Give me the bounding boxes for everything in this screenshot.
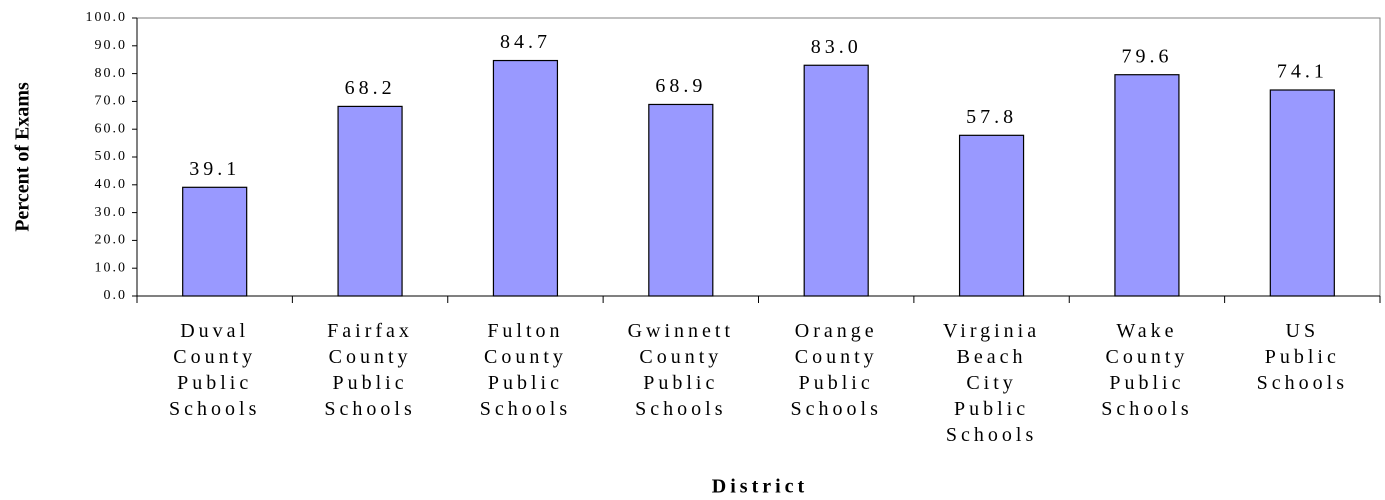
data-label: 79.6 bbox=[1121, 45, 1172, 67]
bar bbox=[958, 134, 1025, 297]
bar bbox=[803, 64, 869, 297]
x-tick-label: Fairfax County Public Schools bbox=[324, 320, 416, 420]
bar bbox=[492, 59, 559, 297]
y-tick-label: 60.0 bbox=[95, 121, 128, 136]
data-label: 39.1 bbox=[189, 158, 240, 180]
x-tick-label: Fulton County Public Schools bbox=[479, 320, 572, 420]
y-tick-label: 70.0 bbox=[95, 94, 128, 109]
data-label: 68.9 bbox=[655, 75, 706, 97]
y-tick-label: 80.0 bbox=[95, 66, 128, 81]
bar bbox=[337, 105, 403, 297]
y-tick-label: 40.0 bbox=[95, 177, 128, 192]
data-label: 74.1 bbox=[1277, 61, 1328, 83]
y-tick-label: 10.0 bbox=[95, 260, 128, 275]
x-tick-label: Virginia Beach City Public Schools bbox=[943, 320, 1041, 446]
y-tick-label: 50.0 bbox=[95, 149, 128, 164]
bar bbox=[1269, 89, 1335, 297]
data-label: 84.7 bbox=[500, 31, 551, 53]
x-tick-label: Duval County Public Schools bbox=[169, 320, 261, 420]
y-tick-label: 30.0 bbox=[95, 205, 128, 220]
x-tick-label: Wake County Public Schools bbox=[1101, 320, 1193, 420]
y-tick-label: 90.0 bbox=[95, 38, 128, 53]
plot-frame bbox=[136, 17, 1381, 297]
x-tick-label: Gwinnett County Public Schools bbox=[627, 320, 735, 420]
y-axis-label: Percent of Exams bbox=[12, 82, 34, 232]
data-label: 68.2 bbox=[345, 77, 396, 99]
bar bbox=[1114, 74, 1180, 297]
x-tick-label: US Public Schools bbox=[1256, 320, 1348, 394]
x-tick-label: Orange County Public Schools bbox=[790, 320, 882, 420]
bar bbox=[182, 186, 248, 297]
x-axis-label: District bbox=[712, 476, 808, 498]
bar bbox=[648, 103, 714, 297]
y-tick-label: 0.0 bbox=[104, 288, 128, 303]
data-label: 83.0 bbox=[811, 36, 862, 58]
data-label: 57.8 bbox=[966, 106, 1017, 128]
y-tick-label: 100.0 bbox=[86, 10, 128, 25]
y-tick-label: 20.0 bbox=[95, 233, 128, 248]
